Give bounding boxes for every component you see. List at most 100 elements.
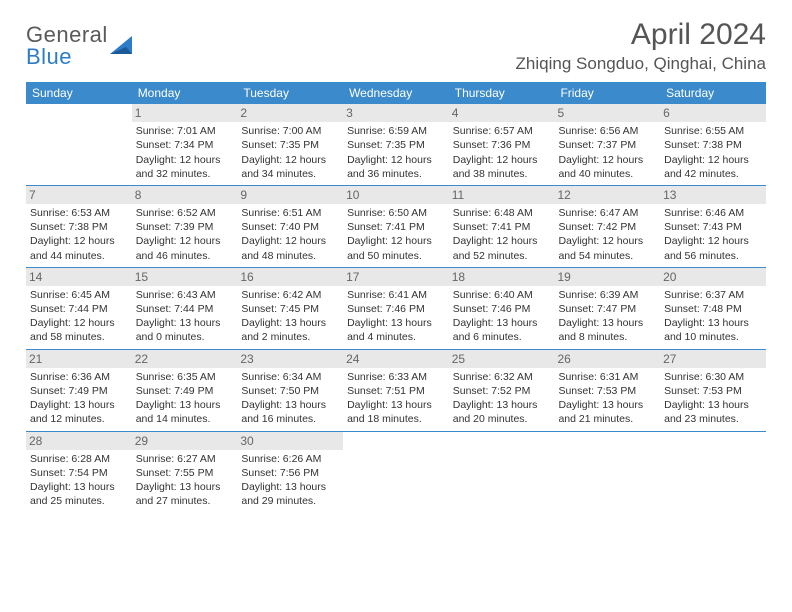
sunset-text: Sunset: 7:50 PM bbox=[241, 384, 339, 398]
day-cell: 8Sunrise: 6:52 AMSunset: 7:39 PMDaylight… bbox=[132, 186, 238, 267]
daylight-text: Daylight: 13 hours and 18 minutes. bbox=[347, 398, 445, 426]
day-cell: 14Sunrise: 6:45 AMSunset: 7:44 PMDayligh… bbox=[26, 268, 132, 349]
daylight-text: Daylight: 12 hours and 32 minutes. bbox=[136, 153, 234, 181]
sunset-text: Sunset: 7:49 PM bbox=[136, 384, 234, 398]
sunset-text: Sunset: 7:35 PM bbox=[347, 138, 445, 152]
day-number: 28 bbox=[26, 432, 132, 450]
logo-triangle-icon bbox=[110, 34, 136, 56]
sunset-text: Sunset: 7:46 PM bbox=[453, 302, 551, 316]
daylight-text: Daylight: 12 hours and 42 minutes. bbox=[664, 153, 762, 181]
logo: General Blue bbox=[26, 22, 136, 70]
day-number: 9 bbox=[237, 186, 343, 204]
sunset-text: Sunset: 7:37 PM bbox=[558, 138, 656, 152]
daylight-text: Daylight: 12 hours and 40 minutes. bbox=[558, 153, 656, 181]
sunrise-text: Sunrise: 6:34 AM bbox=[241, 370, 339, 384]
daylight-text: Daylight: 13 hours and 4 minutes. bbox=[347, 316, 445, 344]
day-number: 16 bbox=[237, 268, 343, 286]
sunrise-text: Sunrise: 6:42 AM bbox=[241, 288, 339, 302]
daylight-text: Daylight: 13 hours and 27 minutes. bbox=[136, 480, 234, 508]
day-number: 19 bbox=[554, 268, 660, 286]
sunrise-text: Sunrise: 7:01 AM bbox=[136, 124, 234, 138]
sunset-text: Sunset: 7:39 PM bbox=[136, 220, 234, 234]
sunset-text: Sunset: 7:45 PM bbox=[241, 302, 339, 316]
sunset-text: Sunset: 7:51 PM bbox=[347, 384, 445, 398]
daylight-text: Daylight: 12 hours and 38 minutes. bbox=[453, 153, 551, 181]
sunset-text: Sunset: 7:55 PM bbox=[136, 466, 234, 480]
day-number: 29 bbox=[132, 432, 238, 450]
day-number: 4 bbox=[449, 104, 555, 122]
sunrise-text: Sunrise: 6:30 AM bbox=[664, 370, 762, 384]
dow-cell: Friday bbox=[554, 82, 660, 104]
sunset-text: Sunset: 7:49 PM bbox=[30, 384, 128, 398]
day-cell: 26Sunrise: 6:31 AMSunset: 7:53 PMDayligh… bbox=[554, 350, 660, 431]
sunset-text: Sunset: 7:41 PM bbox=[347, 220, 445, 234]
sunset-text: Sunset: 7:38 PM bbox=[30, 220, 128, 234]
sunrise-text: Sunrise: 6:51 AM bbox=[241, 206, 339, 220]
dow-cell: Monday bbox=[132, 82, 238, 104]
day-cell: 17Sunrise: 6:41 AMSunset: 7:46 PMDayligh… bbox=[343, 268, 449, 349]
day-number: 22 bbox=[132, 350, 238, 368]
sunrise-text: Sunrise: 6:39 AM bbox=[558, 288, 656, 302]
daylight-text: Daylight: 12 hours and 52 minutes. bbox=[453, 234, 551, 262]
day-cell: 12Sunrise: 6:47 AMSunset: 7:42 PMDayligh… bbox=[554, 186, 660, 267]
daylight-text: Daylight: 13 hours and 21 minutes. bbox=[558, 398, 656, 426]
sunrise-text: Sunrise: 6:48 AM bbox=[453, 206, 551, 220]
logo-text-blue: Blue bbox=[26, 44, 108, 70]
day-cell: 29 Sunrise: 6:27 AMSunset: 7:55 PMDayligh… bbox=[132, 432, 238, 513]
day-number: 24 bbox=[343, 350, 449, 368]
daylight-text: Daylight: 13 hours and 8 minutes. bbox=[558, 316, 656, 344]
day-cell: 4Sunrise: 6:57 AMSunset: 7:36 PMDaylight… bbox=[449, 104, 555, 185]
daylight-text: Daylight: 12 hours and 36 minutes. bbox=[347, 153, 445, 181]
day-number: 6 bbox=[660, 104, 766, 122]
week-row: 7Sunrise: 6:53 AMSunset: 7:38 PMDaylight… bbox=[26, 186, 766, 268]
day-cell: 20Sunrise: 6:37 AMSunset: 7:48 PMDayligh… bbox=[660, 268, 766, 349]
day-number: 27 bbox=[660, 350, 766, 368]
day-cell: 5Sunrise: 6:56 AMSunset: 7:37 PMDaylight… bbox=[554, 104, 660, 185]
sunrise-text: Sunrise: 6:53 AM bbox=[30, 206, 128, 220]
daylight-text: Daylight: 13 hours and 29 minutes. bbox=[241, 480, 339, 508]
sunrise-text: Sunrise: 6:31 AM bbox=[558, 370, 656, 384]
daylight-text: Daylight: 13 hours and 0 minutes. bbox=[136, 316, 234, 344]
sunset-text: Sunset: 7:44 PM bbox=[30, 302, 128, 316]
title-block: April 2024 Zhiqing Songduo, Qinghai, Chi… bbox=[516, 18, 766, 74]
daylight-text: Daylight: 13 hours and 2 minutes. bbox=[241, 316, 339, 344]
day-cell: 24 Sunrise: 6:33 AMSunset: 7:51 PMDayligh… bbox=[343, 350, 449, 431]
sunrise-text: Sunrise: 7:00 AM bbox=[241, 124, 339, 138]
sunrise-text: Sunrise: 6:33 AM bbox=[347, 370, 445, 384]
day-cell bbox=[343, 432, 449, 513]
daylight-text: Daylight: 13 hours and 12 minutes. bbox=[30, 398, 128, 426]
day-cell: 25Sunrise: 6:32 AMSunset: 7:52 PMDayligh… bbox=[449, 350, 555, 431]
day-cell: 23Sunrise: 6:34 AMSunset: 7:50 PMDayligh… bbox=[237, 350, 343, 431]
day-number: 20 bbox=[660, 268, 766, 286]
sunset-text: Sunset: 7:43 PM bbox=[664, 220, 762, 234]
sunset-text: Sunset: 7:41 PM bbox=[453, 220, 551, 234]
day-cell: 1Sunrise: 7:01 AMSunset: 7:34 PMDaylight… bbox=[132, 104, 238, 185]
day-cell bbox=[449, 432, 555, 513]
daylight-text: Daylight: 13 hours and 25 minutes. bbox=[30, 480, 128, 508]
day-cell: 2Sunrise: 7:00 AMSunset: 7:35 PMDaylight… bbox=[237, 104, 343, 185]
sunset-text: Sunset: 7:40 PM bbox=[241, 220, 339, 234]
daylight-text: Daylight: 13 hours and 14 minutes. bbox=[136, 398, 234, 426]
daylight-text: Daylight: 12 hours and 50 minutes. bbox=[347, 234, 445, 262]
daylight-text: Daylight: 12 hours and 44 minutes. bbox=[30, 234, 128, 262]
day-cell: 15Sunrise: 6:43 AMSunset: 7:44 PMDayligh… bbox=[132, 268, 238, 349]
sunset-text: Sunset: 7:46 PM bbox=[347, 302, 445, 316]
daylight-text: Daylight: 12 hours and 58 minutes. bbox=[30, 316, 128, 344]
day-cell: 30Sunrise: 6:26 AMSunset: 7:56 PMDayligh… bbox=[237, 432, 343, 513]
day-cell: 19Sunrise: 6:39 AMSunset: 7:47 PMDayligh… bbox=[554, 268, 660, 349]
sunrise-text: Sunrise: 6:27 AM bbox=[136, 452, 234, 466]
sunrise-text: Sunrise: 6:52 AM bbox=[136, 206, 234, 220]
sunset-text: Sunset: 7:36 PM bbox=[453, 138, 551, 152]
day-cell bbox=[554, 432, 660, 513]
sunrise-text: Sunrise: 6:32 AM bbox=[453, 370, 551, 384]
dow-cell: Thursday bbox=[449, 82, 555, 104]
sunrise-text: Sunrise: 6:55 AM bbox=[664, 124, 762, 138]
day-cell: 6Sunrise: 6:55 AMSunset: 7:38 PMDaylight… bbox=[660, 104, 766, 185]
calendar-grid: Sunday Monday Tuesday Wednesday Thursday… bbox=[26, 82, 766, 512]
day-number: 13 bbox=[660, 186, 766, 204]
sunset-text: Sunset: 7:48 PM bbox=[664, 302, 762, 316]
sunrise-text: Sunrise: 6:47 AM bbox=[558, 206, 656, 220]
week-row: 28Sunrise: 6:28 AMSunset: 7:54 PMDayligh… bbox=[26, 432, 766, 513]
daylight-text: Daylight: 12 hours and 48 minutes. bbox=[241, 234, 339, 262]
sunrise-text: Sunrise: 6:28 AM bbox=[30, 452, 128, 466]
